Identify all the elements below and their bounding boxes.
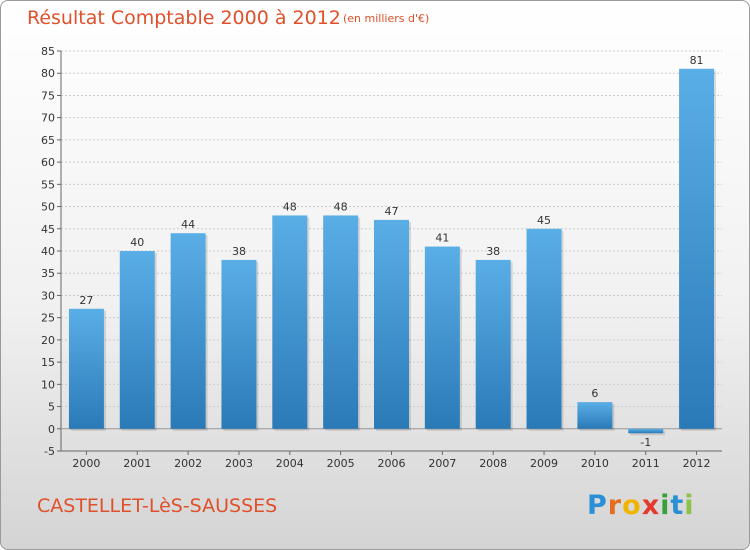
data-label: 81 <box>690 54 704 67</box>
x-tick-label: 2007 <box>428 457 456 470</box>
data-label: 41 <box>435 232 449 245</box>
data-label: 48 <box>334 200 348 213</box>
bar-2004 <box>272 215 308 429</box>
x-tick-label: 2011 <box>632 457 660 470</box>
data-label: -1 <box>640 436 651 449</box>
data-label: 6 <box>591 387 598 400</box>
bar-2003 <box>221 259 257 429</box>
data-labels: 27 40 44 38 48 48 47 41 38 45 6 -1 81 <box>79 54 703 449</box>
proxiti-logo[interactable]: Proxiti <box>587 490 695 521</box>
bar-2007 <box>424 246 460 429</box>
chart-title: Résultat Comptable 2000 à 2012 <box>27 7 341 29</box>
bar-2011 <box>628 428 664 434</box>
y-tick-label: 30 <box>41 289 55 302</box>
y-tick-label: 0 <box>48 423 55 436</box>
logo-letter: x <box>641 490 661 521</box>
commune-name: CASTELLET-LèS-SAUSSES <box>37 495 278 517</box>
axes: -5 0 5 10 15 20 25 30 35 40 45 50 55 60 65 70 75 80 85 2000… <box>41 45 722 470</box>
data-label: 38 <box>232 245 246 258</box>
logo-letter: P <box>587 490 608 521</box>
data-label: 40 <box>130 236 144 249</box>
chart-subtitle: (en milliers d'€) <box>343 12 430 25</box>
data-label: 27 <box>79 294 93 307</box>
y-tick-label: 60 <box>41 156 55 169</box>
x-tick-label: 2000 <box>72 457 100 470</box>
logo-letter: t <box>670 490 685 521</box>
y-tick-label: 35 <box>41 267 55 280</box>
bar-2000 <box>68 308 104 429</box>
x-tick-label: 2001 <box>123 457 151 470</box>
data-label: 38 <box>486 245 500 258</box>
x-tick-label: 2009 <box>530 457 558 470</box>
y-tick-label: 15 <box>41 356 55 369</box>
logo-letter: i <box>684 490 695 521</box>
y-tick-label: 25 <box>41 312 55 325</box>
data-label: 44 <box>181 218 195 231</box>
y-tick-label: 40 <box>41 245 55 258</box>
x-tick-label: 2008 <box>479 457 507 470</box>
x-tick-label: 2003 <box>225 457 253 470</box>
y-tick-label: 65 <box>41 134 55 147</box>
logo-letter: i <box>660 490 671 521</box>
y-tick-label: 5 <box>48 401 55 414</box>
bars <box>68 68 717 436</box>
data-label: 45 <box>537 214 551 227</box>
bar-2006 <box>374 219 409 429</box>
y-tick-label: -5 <box>44 445 55 458</box>
y-tick-label: 10 <box>41 378 55 391</box>
x-tick-label: 2010 <box>581 457 609 470</box>
x-tick-label: 2004 <box>276 457 304 470</box>
x-tick-label: 2002 <box>174 457 202 470</box>
bar-2012 <box>679 68 715 429</box>
data-label: 48 <box>283 200 297 213</box>
bar-2001 <box>119 251 155 429</box>
bar-2010 <box>577 402 613 429</box>
y-tick-label: 70 <box>41 112 55 125</box>
x-tick-label: 2006 <box>378 457 406 470</box>
logo-letter: o <box>622 490 642 521</box>
y-tick-label: 85 <box>41 45 55 58</box>
bar-2008 <box>475 259 511 429</box>
y-tick-label: 75 <box>41 89 55 102</box>
x-tick-label: 2005 <box>327 457 355 470</box>
y-tick-label: 50 <box>41 201 55 214</box>
x-tick-label: 2012 <box>683 457 711 470</box>
y-tick-label: 55 <box>41 178 55 191</box>
bar-2002 <box>170 233 206 429</box>
bar-2009 <box>526 228 562 429</box>
bar-2005 <box>323 215 359 429</box>
data-label: 47 <box>385 205 399 218</box>
y-tick-label: 45 <box>41 223 55 236</box>
y-tick-label: 20 <box>41 334 55 347</box>
y-tick-label: 80 <box>41 67 55 80</box>
logo-letter: r <box>607 490 623 521</box>
